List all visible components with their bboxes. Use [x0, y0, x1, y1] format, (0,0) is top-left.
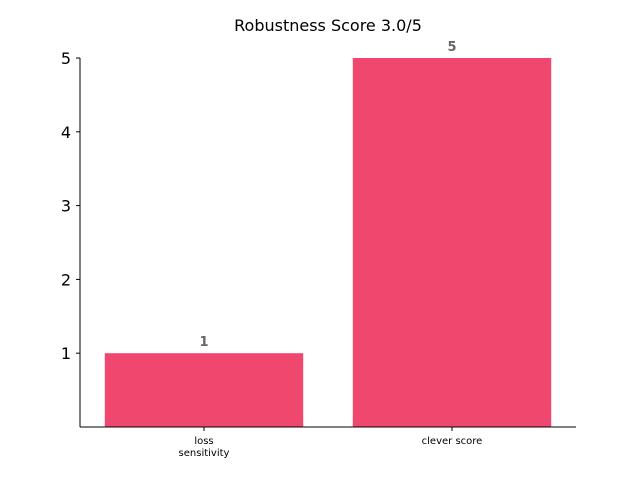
y-tick-label: 5: [61, 49, 71, 68]
x-tick-label: loss sensitivity: [179, 436, 230, 459]
x-axis: loss sensitivity clever score: [80, 426, 576, 459]
y-tick-label: 2: [61, 270, 71, 289]
bar: [352, 58, 552, 427]
x-tick-label-line: sensitivity: [179, 448, 230, 459]
bar-value-label: 1: [199, 335, 208, 350]
y-tick-label: 4: [61, 123, 71, 142]
x-tick-label-line: loss: [194, 436, 213, 447]
value-labels-layer: 15: [199, 40, 456, 350]
bar: [104, 353, 304, 427]
x-tick-label: clever score: [422, 436, 483, 447]
x-tick-label-line: clever score: [422, 436, 483, 447]
chart-title: Robustness Score 3.0/5: [234, 16, 422, 35]
y-axis: 1 2 3 4 5: [61, 49, 81, 427]
bars-layer: [104, 58, 552, 427]
y-tick-label: 3: [61, 197, 71, 216]
bar-value-label: 5: [447, 40, 456, 55]
y-tick-label: 1: [61, 344, 71, 363]
